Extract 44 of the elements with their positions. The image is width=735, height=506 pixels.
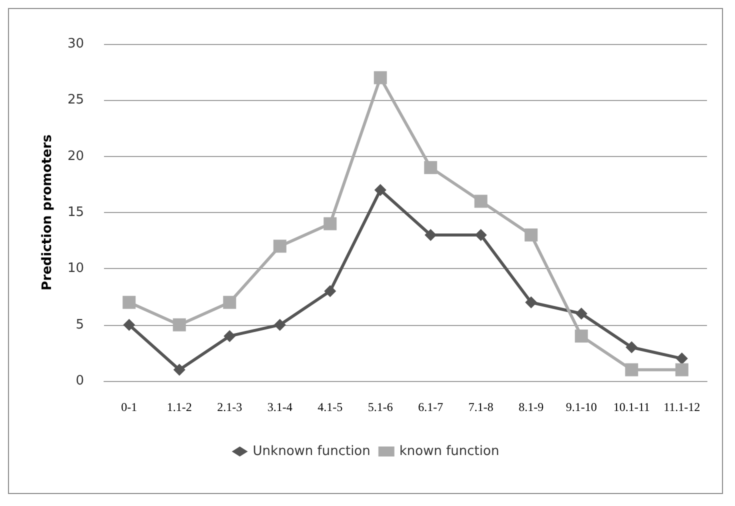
x-tick-label: 8.1-9 (518, 400, 544, 414)
point (223, 296, 236, 309)
point (525, 296, 538, 308)
y-tick-label: 30 (67, 36, 84, 52)
x-tick-label: 5.1-6 (368, 400, 393, 414)
y-tick-label: 5 (76, 317, 84, 332)
point (474, 194, 488, 208)
point (374, 71, 387, 84)
y-tick-label: 10 (67, 261, 84, 276)
y-tick-label: 20 (67, 148, 84, 164)
point (273, 240, 286, 253)
point (625, 363, 638, 376)
y-tick-label: 25 (67, 92, 84, 108)
point (274, 318, 286, 331)
point (424, 161, 438, 174)
y-axis-title: Prediction promoters (40, 134, 55, 290)
x-tick-label: 11.1-12 (664, 400, 700, 414)
point (123, 318, 136, 331)
point (524, 228, 538, 242)
point (224, 330, 236, 342)
x-tick-label: 4.1-5 (318, 400, 343, 414)
x-tick-label: 3.1-4 (267, 400, 292, 414)
point (324, 217, 337, 230)
point (324, 285, 336, 298)
x-tick-label: 6.1-7 (418, 400, 444, 414)
point (173, 364, 186, 376)
point (675, 363, 688, 376)
y-tick-label: 0 (76, 374, 84, 388)
x-tick-label: 9.1-10 (566, 400, 597, 414)
x-tick-label: 0-1 (121, 400, 138, 414)
point (626, 341, 638, 354)
point (676, 352, 688, 365)
x-tick-label: 10.1-11 (613, 400, 650, 414)
point (172, 318, 186, 332)
point (574, 330, 588, 343)
legend-label: known function (399, 444, 500, 459)
point (374, 184, 386, 196)
point (122, 296, 136, 309)
y-tick-label: 15 (67, 205, 84, 220)
point (575, 308, 588, 320)
x-tick-label: 1.1-2 (166, 400, 192, 414)
x-tick-label: 2.1-3 (217, 400, 242, 414)
legend-label: Unknown function (252, 444, 370, 459)
x-tick-label: 7.1-8 (468, 400, 494, 414)
